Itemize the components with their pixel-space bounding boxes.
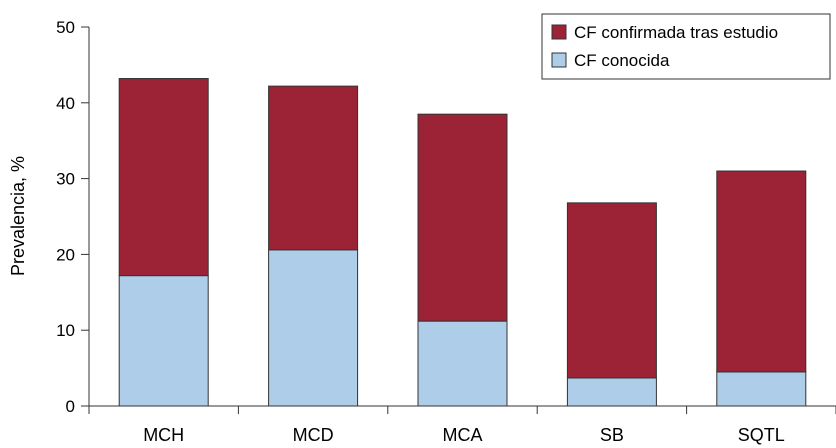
- legend-label: CF conocida: [574, 51, 670, 70]
- bar-segment: [118, 275, 209, 407]
- bar-segment: [268, 85, 359, 251]
- bar-segment: [268, 249, 359, 407]
- bar-segment: [566, 202, 657, 379]
- bar-segment: [118, 78, 209, 277]
- bars: [118, 78, 807, 407]
- y-axis-title: Prevalencia, %: [8, 156, 28, 276]
- bar-segment: [566, 377, 657, 407]
- x-tick-label: MCA: [443, 425, 483, 445]
- x-tick-label: SB: [600, 425, 624, 445]
- bar-segment: [417, 113, 508, 322]
- y-tick-label: 10: [56, 321, 75, 340]
- y-tick-label: 20: [56, 245, 75, 264]
- x-tick-label: MCD: [293, 425, 334, 445]
- y-tick-label: 40: [56, 94, 75, 113]
- x-tick-label: MCH: [143, 425, 184, 445]
- legend-swatch: [551, 24, 567, 40]
- legend-swatch: [551, 52, 567, 68]
- x-tick-label: SQTL: [738, 425, 785, 445]
- bar-segment: [716, 170, 807, 373]
- y-tick-label: 30: [56, 170, 75, 189]
- y-tick-label: 0: [66, 397, 75, 416]
- bar-segment: [716, 371, 807, 407]
- y-tick-label: 50: [56, 18, 75, 37]
- tick-labels: 0 10 20 30 40 50 MCH MCD MCA SB SQTL: [56, 18, 785, 445]
- legend: CF confirmada tras estudio CF conocida: [541, 13, 831, 80]
- legend-label: CF confirmada tras estudio: [574, 23, 778, 42]
- bar-segment: [417, 320, 508, 407]
- legend-box: [541, 13, 831, 80]
